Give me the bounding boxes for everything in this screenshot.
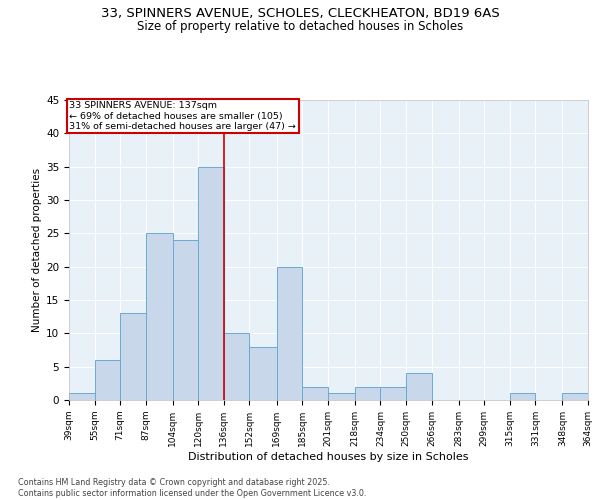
Bar: [224, 334, 250, 400]
Bar: [510, 394, 535, 400]
Bar: [95, 360, 120, 400]
Text: 33 SPINNERS AVENUE: 137sqm
← 69% of detached houses are smaller (105)
31% of sem: 33 SPINNERS AVENUE: 137sqm ← 69% of deta…: [70, 102, 296, 131]
Bar: [199, 166, 224, 400]
Bar: [277, 266, 302, 400]
Bar: [562, 394, 588, 400]
Bar: [302, 386, 328, 400]
Bar: [380, 386, 406, 400]
Text: 33, SPINNERS AVENUE, SCHOLES, CLECKHEATON, BD19 6AS: 33, SPINNERS AVENUE, SCHOLES, CLECKHEATO…: [101, 8, 499, 20]
Text: Contains HM Land Registry data © Crown copyright and database right 2025.
Contai: Contains HM Land Registry data © Crown c…: [18, 478, 367, 498]
Text: Size of property relative to detached houses in Scholes: Size of property relative to detached ho…: [137, 20, 463, 33]
X-axis label: Distribution of detached houses by size in Scholes: Distribution of detached houses by size …: [188, 452, 469, 462]
Y-axis label: Number of detached properties: Number of detached properties: [32, 168, 42, 332]
Bar: [173, 240, 199, 400]
Bar: [328, 394, 355, 400]
Bar: [146, 234, 173, 400]
Bar: [120, 314, 146, 400]
Bar: [406, 374, 431, 400]
Bar: [355, 386, 380, 400]
Bar: [250, 346, 277, 400]
Bar: [69, 394, 95, 400]
